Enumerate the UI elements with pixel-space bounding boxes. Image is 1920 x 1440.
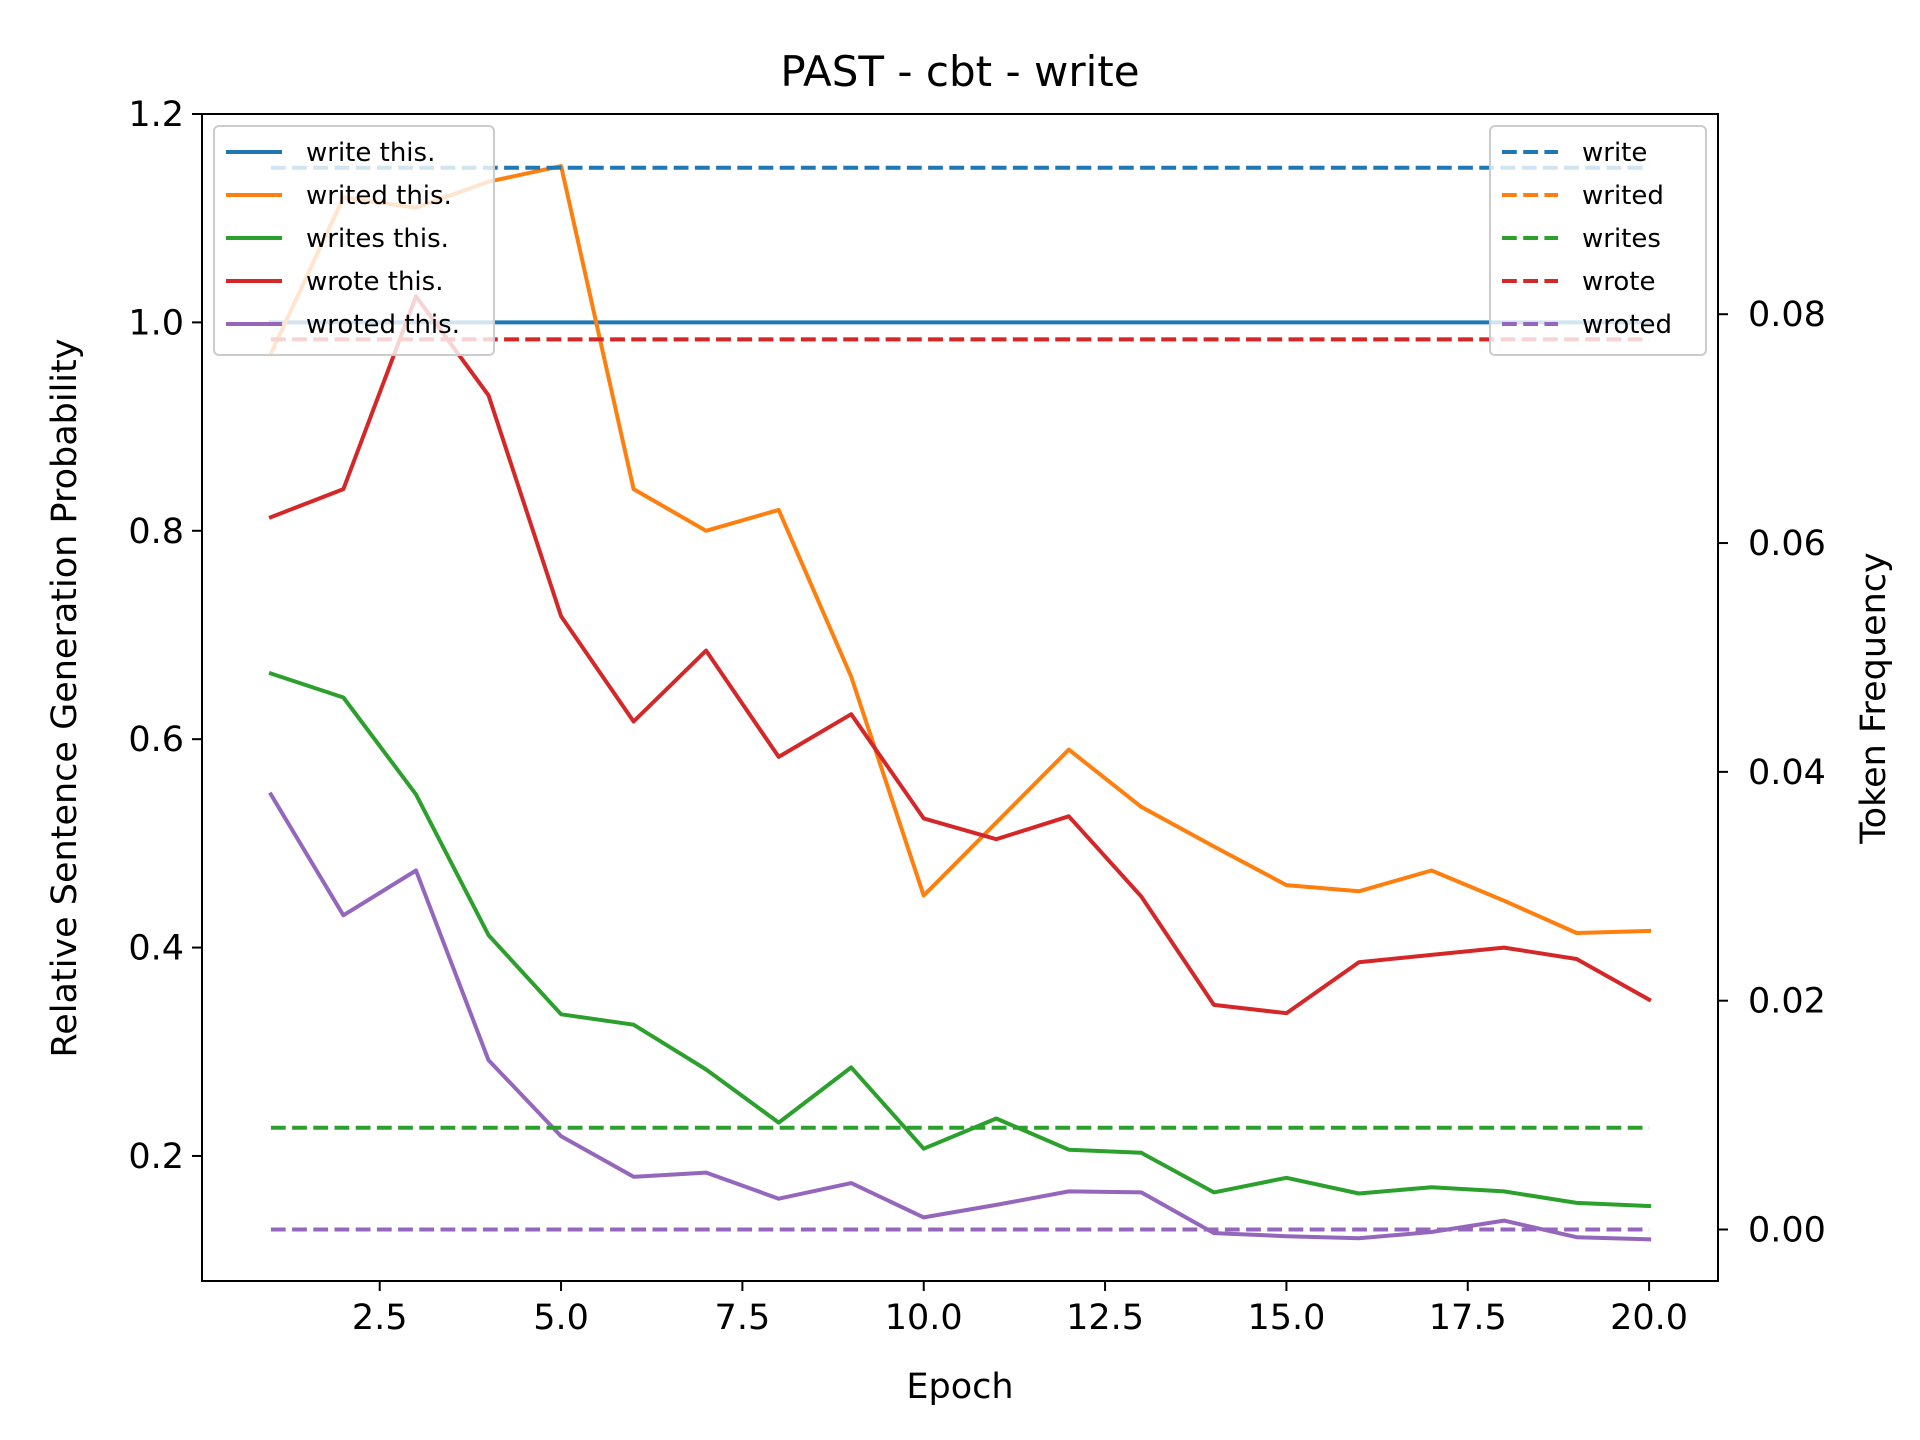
plot-area [201, 113, 1719, 1282]
series-line-3 [268, 294, 1652, 1016]
y-tick-label: 0.4 [128, 929, 184, 969]
legend-left-label: wrote this. [306, 267, 443, 297]
y-tick-label: 0.2 [128, 1137, 184, 1177]
y-axis-label: Relative Sentence Generation Probability [45, 339, 85, 1058]
x-tick-label: 5.0 [533, 1298, 589, 1338]
y2-tick-label: 0.00 [1748, 1211, 1826, 1251]
series-line-4 [268, 791, 1652, 1242]
x-axis: 2.5 5.0 7.5 10.0 12.5 15.0 17.5 20.0 [352, 1281, 1688, 1338]
x-tick-label: 12.5 [1066, 1298, 1144, 1338]
x-tick-label: 7.5 [715, 1298, 771, 1338]
y2-tick-label: 0.08 [1748, 295, 1826, 335]
legend-right-frame [1489, 125, 1707, 356]
y2-axis-label: Token Frequency [1854, 552, 1894, 845]
legend-right-label: writes [1582, 224, 1661, 254]
series-line-2 [268, 670, 1652, 1209]
legend-right: write writed writes wrote wroted [1489, 125, 1707, 356]
x-axis-label: Epoch [906, 1367, 1013, 1407]
legend-left-label: writes this. [306, 224, 449, 254]
legend-right-label: wrote [1582, 267, 1655, 297]
legend-left-label: writed this. [306, 181, 452, 211]
y-tick-label: 1.0 [128, 303, 184, 343]
y2-tick-label: 0.04 [1748, 753, 1826, 793]
y-axis-right: 0.00 0.02 0.04 0.06 0.08 [1718, 295, 1826, 1251]
plot-frame [201, 113, 1719, 1282]
x-tick-label: 17.5 [1429, 1298, 1507, 1338]
x-tick-label: 20.0 [1610, 1298, 1688, 1338]
legend-left-label: wroted this. [306, 310, 460, 340]
y-tick-label: 0.8 [128, 512, 184, 552]
legend-left: write this. writed this. writes this. wrote… [213, 125, 495, 356]
legend-right-label: wroted [1582, 310, 1672, 340]
legend-right-label: write [1582, 138, 1647, 168]
x-tick-label: 2.5 [352, 1298, 408, 1338]
x-tick-label: 15.0 [1247, 1298, 1325, 1338]
legend-right-label: writed [1582, 181, 1664, 211]
legend-left-label: write this. [306, 138, 435, 168]
y-tick-label: 1.2 [128, 95, 184, 135]
y-tick-label: 0.6 [128, 720, 184, 760]
y-axis-left: 0.2 0.4 0.6 0.8 1.0 1.2 [128, 95, 202, 1177]
chart-title: PAST - cbt - write [780, 47, 1139, 96]
series-lines [268, 164, 1652, 1242]
y2-tick-label: 0.06 [1748, 524, 1826, 564]
legend-left-frame [213, 125, 495, 356]
x-tick-label: 10.0 [885, 1298, 963, 1338]
series-line-1 [268, 164, 1652, 935]
y2-tick-label: 0.02 [1748, 982, 1826, 1022]
